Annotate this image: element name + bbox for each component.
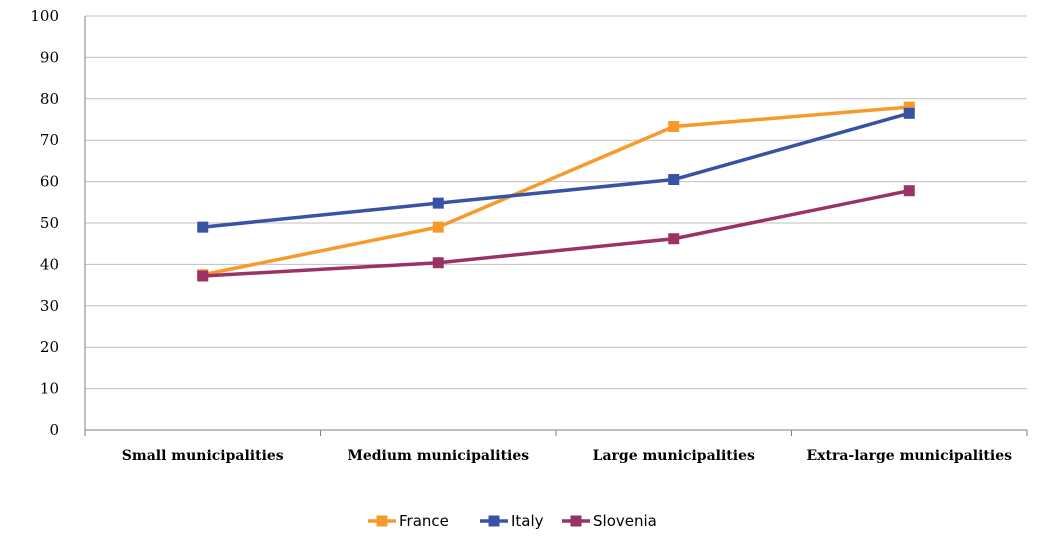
y-tick-label: 30 [40, 297, 59, 315]
x-axis: Small municipalities Medium municipalitie… [85, 430, 1027, 464]
data-point [668, 174, 679, 185]
data-point [197, 222, 208, 233]
data-point [904, 108, 915, 119]
legend-item-france: France [368, 512, 449, 530]
y-tick-label: 0 [49, 421, 59, 439]
legend: France Italy Slovenia [368, 512, 657, 530]
data-point [433, 198, 444, 209]
data-point [904, 185, 915, 196]
series-group [197, 102, 915, 282]
y-tick-label: 80 [40, 90, 59, 108]
y-tick-label: 20 [40, 338, 59, 356]
data-point [668, 121, 679, 132]
y-tick-label: 10 [40, 380, 59, 398]
data-point [197, 270, 208, 281]
x-tick-label: Extra-large municipalities [807, 448, 1013, 464]
legend-label: Slovenia [593, 512, 657, 530]
x-tick-label: Small municipalities [122, 448, 284, 464]
y-tick-label: 40 [40, 255, 59, 273]
y-tick-label: 50 [40, 214, 59, 232]
y-tick-label: 70 [40, 131, 59, 149]
legend-label: Italy [511, 512, 544, 530]
data-point [433, 257, 444, 268]
legend-item-italy: Italy [480, 512, 544, 530]
y-tick-label: 60 [40, 173, 59, 191]
y-tick-label: 90 [40, 48, 59, 66]
gridlines [85, 16, 1027, 389]
data-point [668, 233, 679, 244]
series-line [203, 191, 910, 276]
legend-swatch-marker [571, 516, 582, 527]
legend-swatch-marker [377, 516, 388, 527]
y-tick-label: 100 [30, 7, 59, 25]
legend-swatch-marker [489, 516, 500, 527]
series-line [203, 113, 910, 227]
y-axis: 0 10 20 30 40 50 60 70 80 90 100 [30, 7, 85, 439]
legend-item-slovenia: Slovenia [562, 512, 657, 530]
legend-label: France [399, 512, 449, 530]
x-tick-label: Medium municipalities [347, 448, 529, 464]
series-italy [197, 108, 915, 233]
series-slovenia [197, 185, 915, 281]
data-point [433, 222, 444, 233]
x-tick-label: Large municipalities [593, 448, 755, 464]
